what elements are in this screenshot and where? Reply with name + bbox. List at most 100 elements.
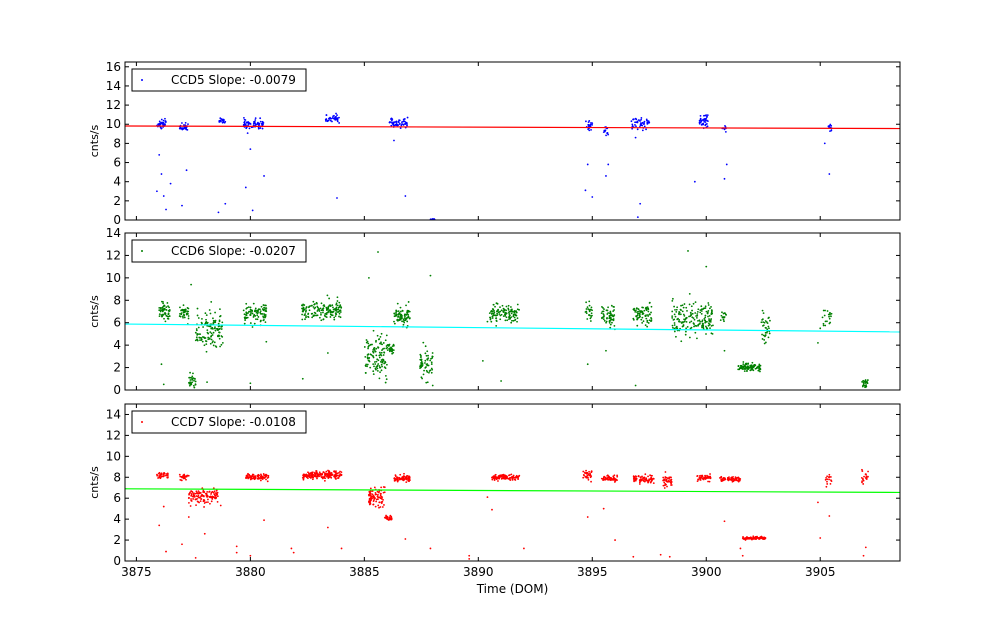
data-point [427,354,429,357]
data-point [610,314,613,317]
data-point [697,478,699,481]
data-point [468,558,471,560]
data-point [510,306,512,308]
data-point [586,516,589,518]
data-point [372,363,375,366]
data-point [699,476,702,479]
data-point [825,485,828,488]
data-point [701,326,703,329]
data-point [704,474,706,477]
data-point [590,306,593,309]
data-point [259,479,262,482]
data-point [724,130,727,133]
data-point [310,312,313,315]
data-point [323,314,326,317]
data-point [688,315,690,318]
data-point [182,316,184,319]
data-point [588,304,591,307]
data-point [214,319,217,322]
data-point [340,474,343,477]
data-point [211,334,214,336]
data-point [508,313,511,315]
data-point [688,292,691,295]
data-point [381,365,383,368]
data-point [607,479,609,481]
data-point [431,355,434,358]
data-point [503,475,505,477]
data-point [589,317,592,320]
data-point [262,319,265,322]
data-point [642,312,645,315]
data-point [214,311,216,314]
data-point [265,304,267,307]
data-point [302,308,305,311]
data-point [212,331,215,334]
data-point [861,385,864,388]
data-point [205,314,208,316]
data-point [263,474,266,477]
data-point [704,316,707,319]
data-point [381,506,384,508]
data-point [340,306,343,309]
data-point [490,320,493,323]
data-point [332,308,335,311]
data-point [496,314,499,316]
data-point [330,117,333,120]
data-point [308,472,310,475]
data-point [219,315,222,317]
data-point [749,536,752,539]
data-point [314,312,317,315]
data-point [704,121,707,123]
data-point [426,359,429,361]
data-point [211,341,214,344]
data-point [643,125,646,128]
data-point [822,324,825,327]
data-point [588,300,591,303]
data-point [639,202,642,205]
data-point [829,321,832,324]
data-point [425,366,427,368]
data-point [165,309,168,311]
y-tick-label: 8 [113,136,121,150]
data-point [369,492,372,495]
data-point [678,313,680,316]
data-point [384,375,387,377]
data-point [207,501,209,503]
data-point [659,553,662,556]
data-point [610,479,613,481]
data-point [179,127,182,130]
data-point [505,305,508,308]
data-point [582,470,585,473]
data-point [184,477,186,480]
data-point [673,322,676,324]
data-point [864,546,867,549]
data-point [704,305,707,308]
data-point [158,313,161,316]
data-point [180,309,182,312]
data-point [260,312,263,315]
data-point [867,475,869,478]
data-point [429,369,432,372]
data-point [400,313,403,316]
data-point [242,309,245,312]
data-point [370,353,373,356]
data-point [244,186,247,189]
data-point [602,310,605,313]
data-point [331,117,334,119]
data-point [199,333,202,335]
data-point [190,492,193,495]
data-point [159,121,162,124]
data-point [727,477,730,480]
data-point [194,380,197,383]
data-point [251,326,254,328]
data-point [735,479,738,481]
data-point [209,325,212,328]
data-point [203,344,206,347]
data-point [398,318,401,321]
data-point [589,125,592,128]
y-tick-label: 2 [113,194,121,208]
data-point [257,121,259,124]
data-point [492,303,495,306]
data-point [643,309,646,312]
data-point [158,315,161,318]
